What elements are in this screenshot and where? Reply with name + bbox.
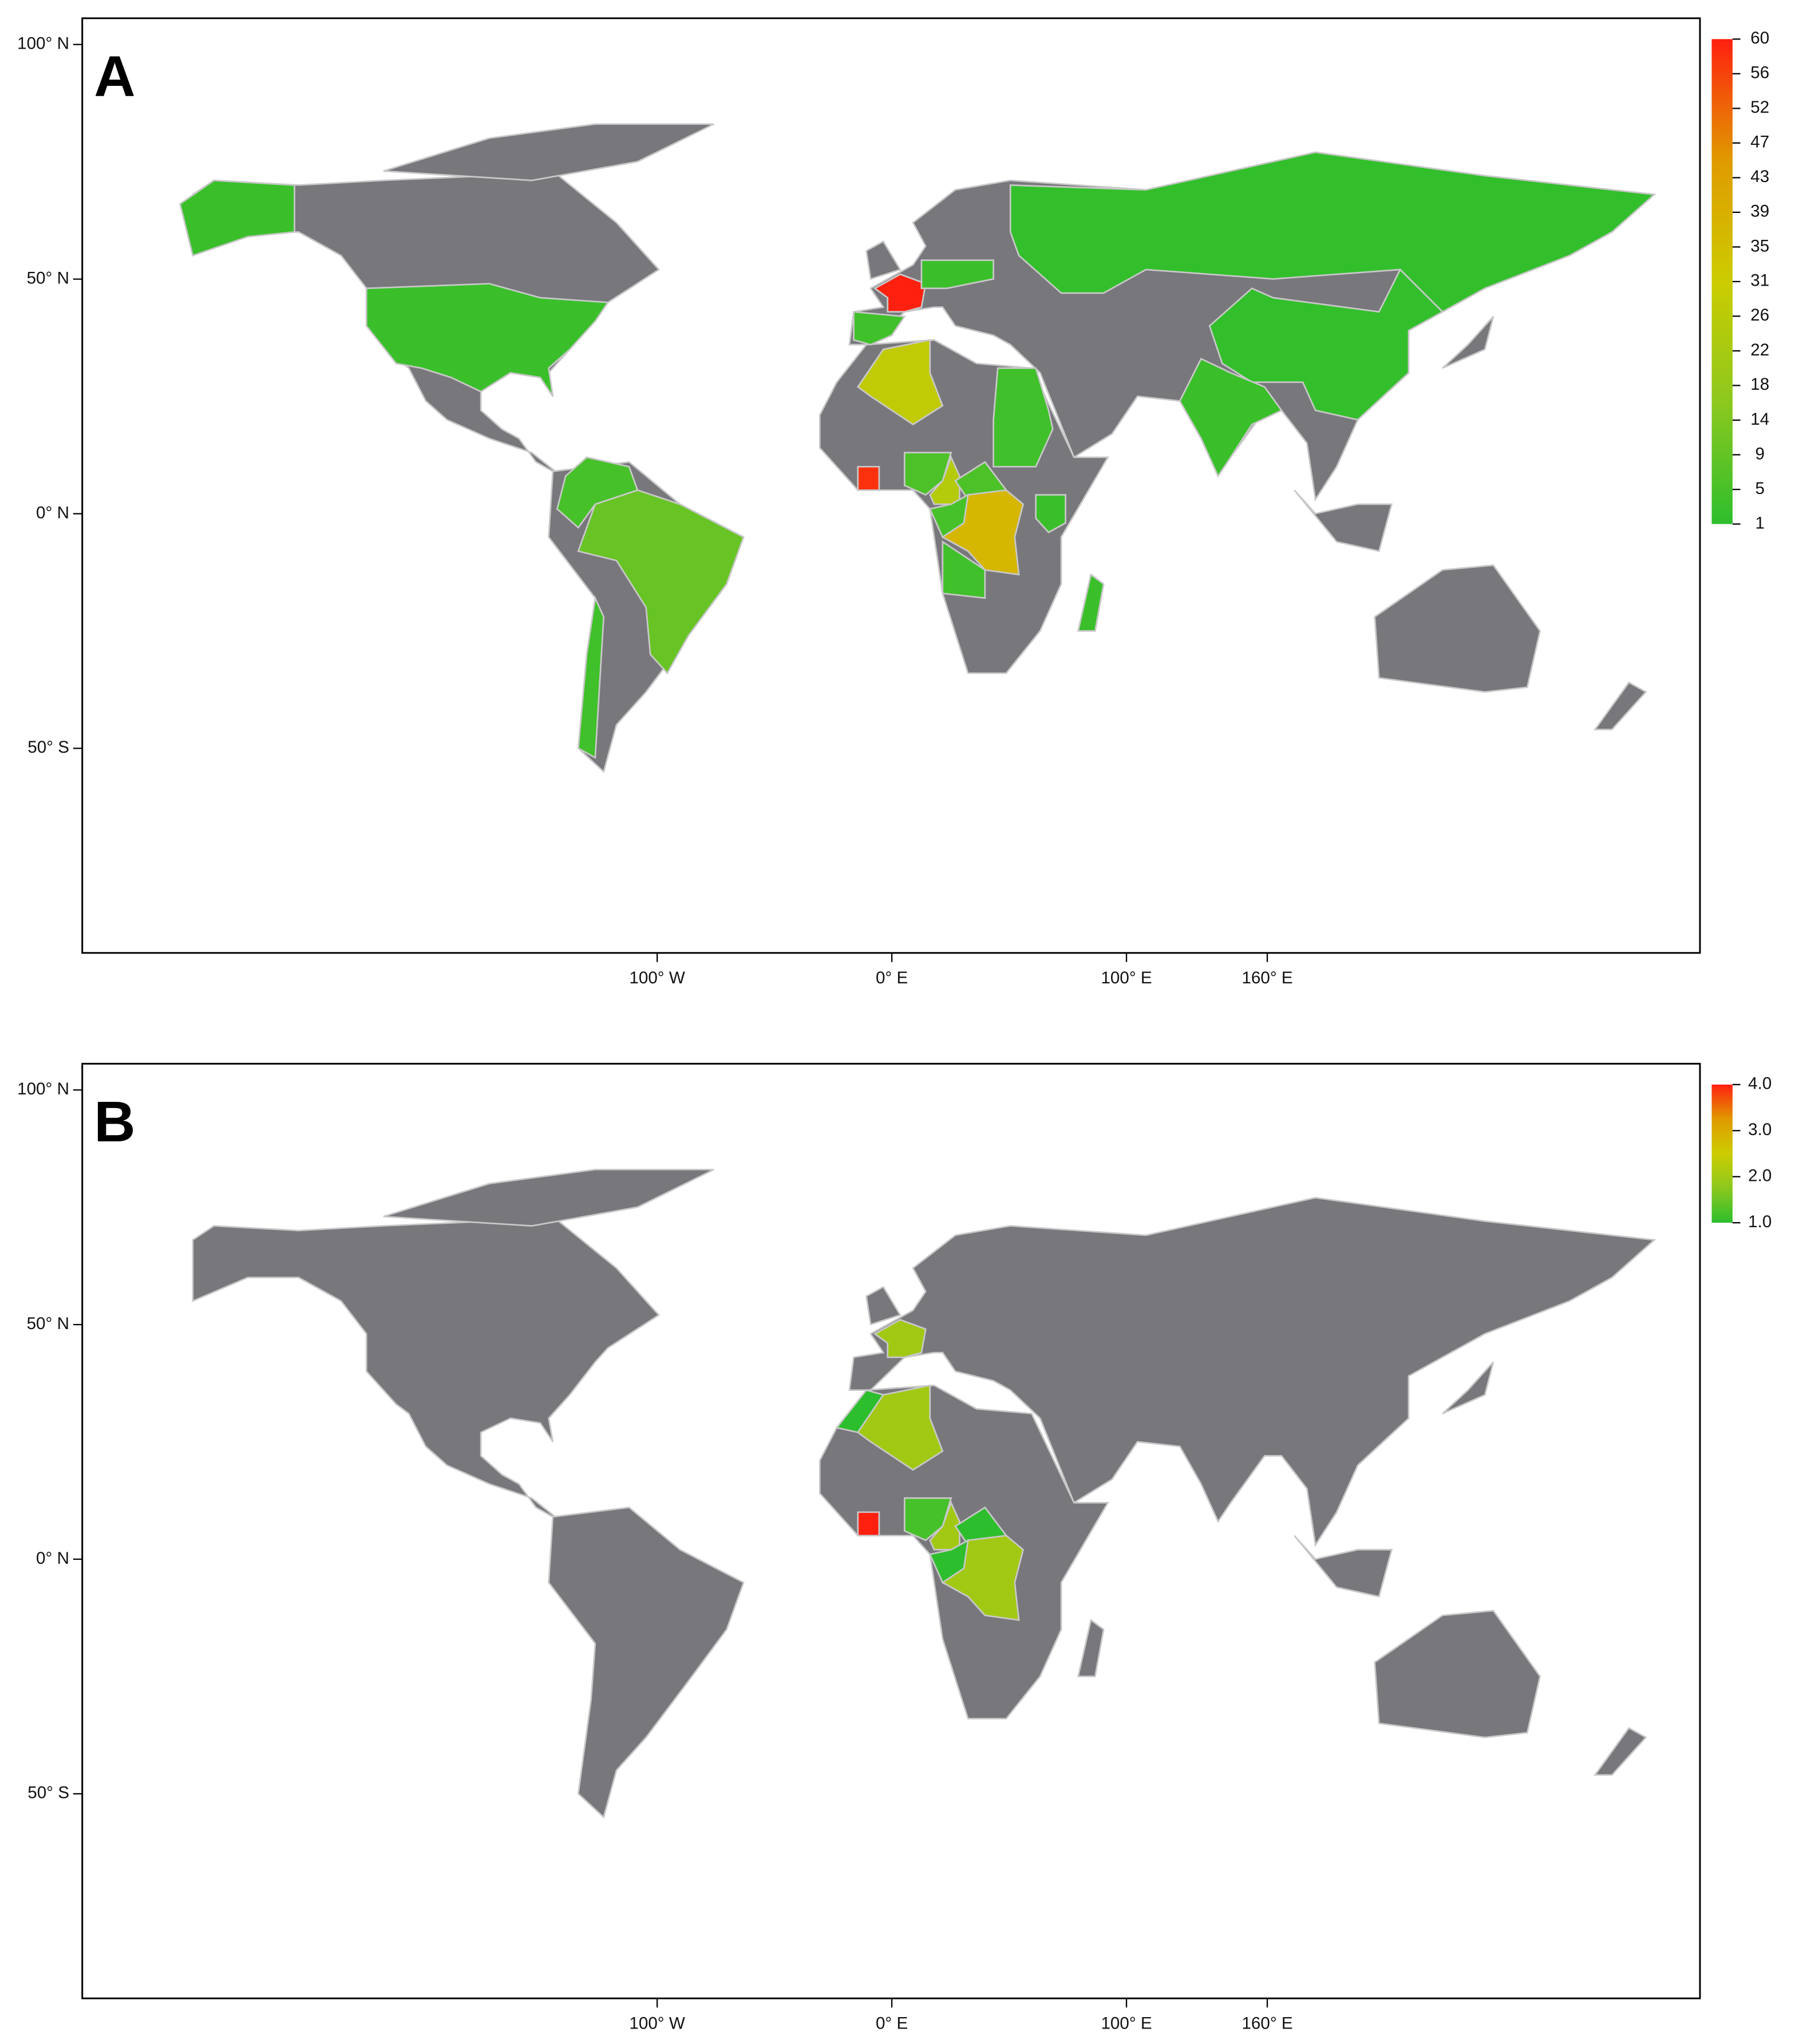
colorbar: [1711, 39, 1733, 524]
x-tick-label: 160° E: [1241, 2014, 1292, 2033]
panel-label: A: [94, 45, 135, 109]
country: [857, 465, 880, 491]
colorbar-tick-label: 3.0: [1748, 1120, 1772, 1139]
colorbar-tick-label: 1: [1755, 513, 1765, 532]
land: [1077, 1619, 1105, 1678]
colorbar-tick-label: 1.0: [1748, 1212, 1772, 1231]
country: [853, 311, 906, 346]
x-tick-label: 0° E: [876, 968, 908, 987]
country: [903, 1497, 952, 1541]
colorbar-tick-label: 18: [1750, 375, 1769, 394]
x-tick-label: 100° E: [1101, 968, 1152, 987]
x-tick-label: 160° E: [1241, 968, 1292, 987]
land: [1294, 1535, 1393, 1598]
country: [928, 1539, 969, 1584]
colorbar: [1711, 1084, 1733, 1223]
colorbar-tick-label: 35: [1750, 236, 1769, 255]
colorbar-tick-label: 14: [1750, 410, 1769, 429]
colorbar-tick-label: 43: [1750, 167, 1769, 186]
country: [920, 259, 995, 290]
x-tick-label: 100° W: [629, 2014, 685, 2033]
land: [865, 240, 901, 280]
land: [865, 1286, 901, 1326]
x-tick-label: 100° W: [629, 968, 685, 987]
country: [556, 456, 639, 529]
colorbar-tick-label: 39: [1750, 202, 1769, 221]
map: [192, 1168, 1656, 1819]
y-tick-label: 100° N: [17, 1080, 69, 1098]
y-tick-label: 50° S: [27, 1784, 69, 1802]
country: [993, 367, 1054, 468]
land: [383, 123, 714, 181]
land: [548, 1507, 745, 1819]
country: [929, 1500, 960, 1551]
country: [1035, 494, 1066, 533]
y-tick-label: 0° N: [36, 1549, 69, 1568]
country: [1179, 357, 1283, 478]
country: [929, 455, 960, 505]
country: [365, 283, 610, 397]
y-tick-label: 0° N: [36, 503, 69, 522]
colorbar-tick-label: 4.0: [1748, 1074, 1772, 1093]
country: [856, 1384, 944, 1471]
y-tick-label: 50° N: [27, 1314, 69, 1333]
land: [1442, 316, 1494, 369]
colorbar-tick-label: 60: [1750, 29, 1769, 48]
land: [1594, 681, 1647, 730]
country: [179, 179, 295, 257]
country: [856, 339, 944, 426]
colorbar-tick-label: 2.0: [1748, 1167, 1772, 1185]
country: [903, 452, 952, 496]
x-tick-label: 0° E: [876, 2014, 908, 2033]
country: [873, 1319, 927, 1358]
country: [1077, 573, 1105, 632]
y-tick-label: 50° S: [27, 738, 69, 757]
panel-label: B: [94, 1090, 135, 1154]
colorbar-tick-label: 52: [1750, 98, 1769, 117]
country: [928, 493, 969, 539]
country: [942, 540, 986, 599]
x-tick-label: 100° E: [1101, 2014, 1152, 2033]
country: [1208, 268, 1444, 421]
plot-frame: [81, 1062, 1701, 1999]
land: [1442, 1361, 1494, 1414]
colorbar-tick-label: 47: [1750, 133, 1769, 152]
country: [857, 1511, 880, 1537]
colorbar-tick-label: 56: [1750, 64, 1769, 82]
land: [1594, 1727, 1647, 1776]
map: [179, 123, 1656, 773]
country: [577, 595, 605, 759]
y-tick-label: 50° N: [27, 268, 69, 287]
land: [1374, 564, 1541, 693]
colorbar-tick-label: 5: [1755, 479, 1765, 498]
land: [1374, 1610, 1541, 1738]
land: [848, 1197, 1656, 1547]
y-tick-label: 100° N: [17, 34, 69, 53]
colorbar-tick-label: 9: [1755, 444, 1765, 463]
country: [873, 273, 927, 313]
land: [192, 1215, 661, 1523]
colorbar-tick-label: 26: [1750, 306, 1769, 325]
land: [1294, 489, 1393, 552]
plot-frame: [81, 17, 1701, 954]
colorbar-tick-label: 22: [1750, 341, 1769, 359]
land: [383, 1168, 714, 1227]
colorbar-tick-label: 31: [1750, 271, 1769, 290]
